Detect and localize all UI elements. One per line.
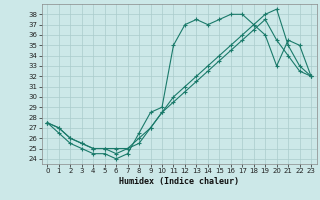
X-axis label: Humidex (Indice chaleur): Humidex (Indice chaleur) (119, 177, 239, 186)
